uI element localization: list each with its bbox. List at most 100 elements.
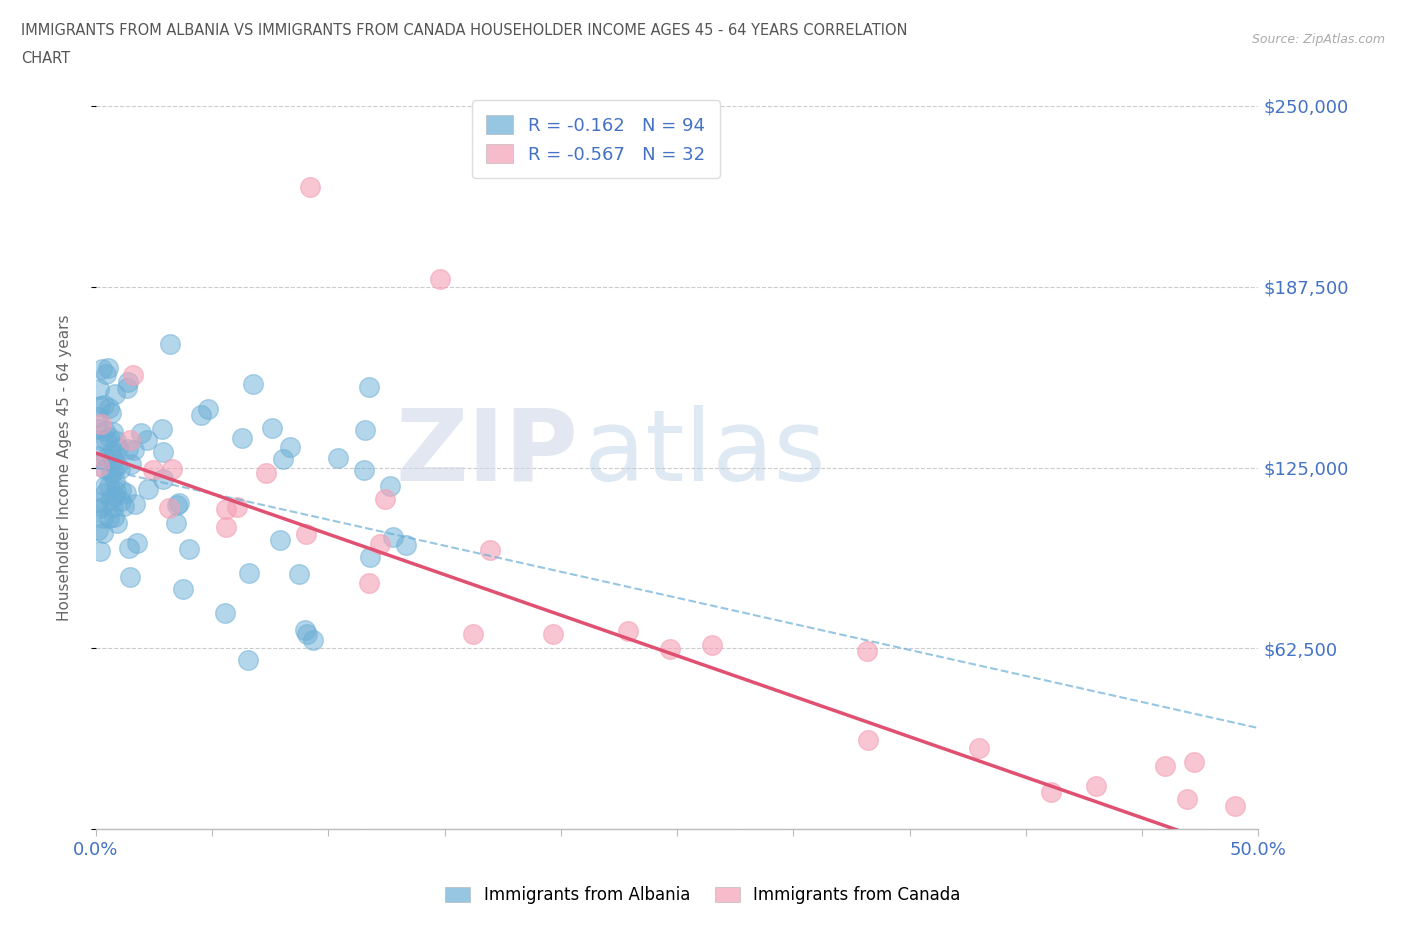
Point [105,484,128,498]
Point [107,441,129,456]
Point [117,375,139,390]
Point [98,430,121,445]
Point [122,443,145,458]
Point [295,627,318,642]
Point [104,387,127,402]
Point [260,421,283,436]
Point [110,483,132,498]
Point [96,450,118,465]
Point [101,465,124,480]
Point [110,493,132,508]
Text: Source: ZipAtlas.com: Source: ZipAtlas.com [1251,33,1385,46]
Point [142,463,165,478]
Point [103,453,125,468]
Point [124,497,146,512]
Legend: Immigrants from Albania, Immigrants from Canada: Immigrants from Albania, Immigrants from… [437,878,969,912]
Point [90,417,112,432]
Point [479,542,502,557]
Point [117,442,139,457]
Point [87,501,110,516]
Point [858,733,880,748]
Point [969,741,991,756]
Point [359,379,381,394]
Point [368,537,391,551]
Point [97,400,120,415]
Point [541,626,564,641]
Point [179,541,201,556]
Point [357,576,380,591]
Point [104,488,127,503]
Point [294,526,316,541]
Point [152,472,174,486]
Point [100,445,122,460]
Text: atlas: atlas [583,405,825,501]
Point [105,434,128,449]
Point [87,421,110,436]
Legend: R = -0.162   N = 94, R = -0.567   N = 32: R = -0.162 N = 94, R = -0.567 N = 32 [472,100,720,178]
Point [94,366,117,381]
Point [108,461,131,476]
Point [353,422,375,437]
Point [100,405,122,420]
Point [353,463,375,478]
Point [165,515,187,530]
Point [94,485,117,500]
Point [118,541,141,556]
Point [1154,758,1177,773]
Point [91,525,114,540]
Point [115,380,138,395]
Point [1175,791,1198,806]
Point [87,523,110,538]
Point [273,451,295,466]
Point [463,627,485,642]
Point [87,448,110,463]
Point [152,445,174,459]
Point [298,179,321,194]
Point [236,652,259,667]
Point [242,377,264,392]
Point [288,567,311,582]
Point [89,399,111,414]
Point [254,465,277,480]
Point [90,432,112,447]
Point [87,495,110,510]
Point [197,402,219,417]
Point [103,445,125,459]
Point [89,544,111,559]
Point [97,478,120,493]
Point [429,272,451,286]
Point [659,642,682,657]
Point [172,582,194,597]
Point [120,432,142,447]
Point [94,423,117,438]
Point [120,570,142,585]
Point [378,478,401,493]
Point [94,462,117,477]
Point [700,638,723,653]
Point [617,623,640,638]
Point [856,644,879,658]
Y-axis label: Householder Income Ages 45 - 64 years: Householder Income Ages 45 - 64 years [58,314,72,621]
Point [121,367,143,382]
Point [114,485,136,500]
Point [93,478,115,493]
Point [215,519,238,534]
Point [103,510,125,525]
Point [89,381,111,396]
Point [105,516,128,531]
Point [231,431,253,445]
Point [238,565,260,580]
Point [1225,799,1247,814]
Point [89,458,111,473]
Point [91,511,114,525]
Point [87,410,110,425]
Point [373,492,395,507]
Point [159,337,181,352]
Point [104,473,127,488]
Text: CHART: CHART [21,51,70,66]
Point [135,432,157,447]
Point [269,532,291,547]
Point [120,456,142,471]
Point [359,550,381,565]
Point [93,398,115,413]
